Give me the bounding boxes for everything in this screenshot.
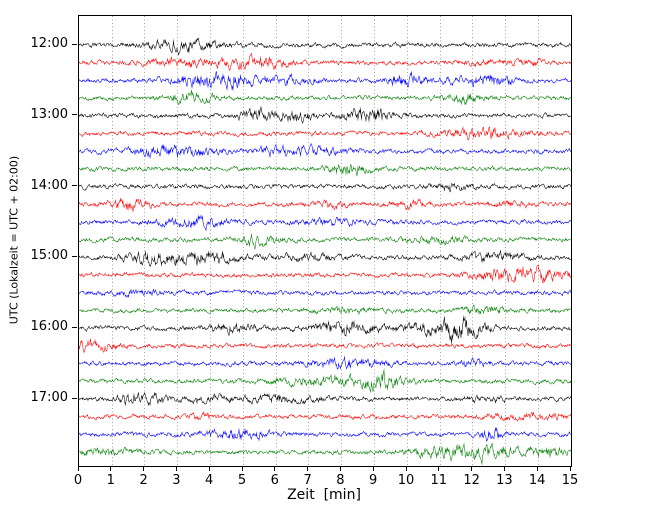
- y-tick-mark: [72, 43, 77, 45]
- x-tick-label: 6: [270, 473, 279, 488]
- x-tick-label: 12: [463, 473, 480, 488]
- y-tick-mark: [72, 255, 77, 257]
- x-tick-label: 11: [430, 473, 448, 488]
- x-tick-mark: [405, 467, 407, 471]
- x-tick-label: 4: [205, 473, 214, 488]
- x-tick-mark: [241, 467, 243, 471]
- x-tick-label: 14: [528, 473, 546, 488]
- y-tick-label: 16:00: [30, 319, 68, 335]
- x-tick-label: 0: [73, 473, 83, 488]
- x-tick-label: 7: [303, 473, 312, 488]
- x-tick-label: 3: [172, 473, 181, 488]
- x-tick-mark: [339, 467, 341, 471]
- y-tick-label: 13:00: [30, 106, 68, 122]
- x-tick-label: 5: [237, 473, 247, 488]
- y-tick-label: 17:00: [30, 390, 68, 405]
- seismogram-canvas: [79, 16, 571, 466]
- x-tick-label: 15: [561, 473, 579, 488]
- x-tick-mark: [438, 467, 440, 471]
- y-tick-label: 12:00: [30, 36, 68, 51]
- y-tick-mark: [72, 185, 77, 187]
- x-tick-mark: [110, 467, 112, 471]
- y-tick-label: 14:00: [30, 177, 68, 193]
- x-tick-mark: [372, 467, 374, 471]
- x-tick-mark: [175, 467, 177, 471]
- x-tick-mark: [274, 467, 276, 471]
- x-tick-label: 9: [369, 473, 378, 488]
- x-tick-label: 1: [106, 473, 115, 488]
- x-tick-label: 2: [139, 473, 148, 488]
- x-tick-label: 13: [496, 473, 513, 488]
- y-axis-title: UTC (Lokalzeit = UTC + 02:00): [7, 155, 21, 325]
- x-tick-mark: [307, 467, 309, 471]
- y-tick-mark: [72, 326, 77, 328]
- x-axis-label: Zeit [min]: [287, 487, 361, 503]
- x-tick-mark: [503, 467, 505, 471]
- x-tick-label: 8: [336, 473, 345, 488]
- y-tick-mark: [72, 397, 77, 399]
- x-tick-mark: [536, 467, 538, 471]
- x-tick-mark: [77, 467, 79, 471]
- x-tick-mark: [143, 467, 145, 471]
- x-tick-mark: [569, 467, 571, 471]
- x-tick-label: 10: [397, 473, 415, 488]
- y-tick-mark: [72, 114, 77, 116]
- x-tick-mark: [208, 467, 210, 471]
- x-tick-mark: [471, 467, 473, 471]
- plot-area: [78, 15, 572, 467]
- y-tick-label: 15:00: [30, 248, 68, 264]
